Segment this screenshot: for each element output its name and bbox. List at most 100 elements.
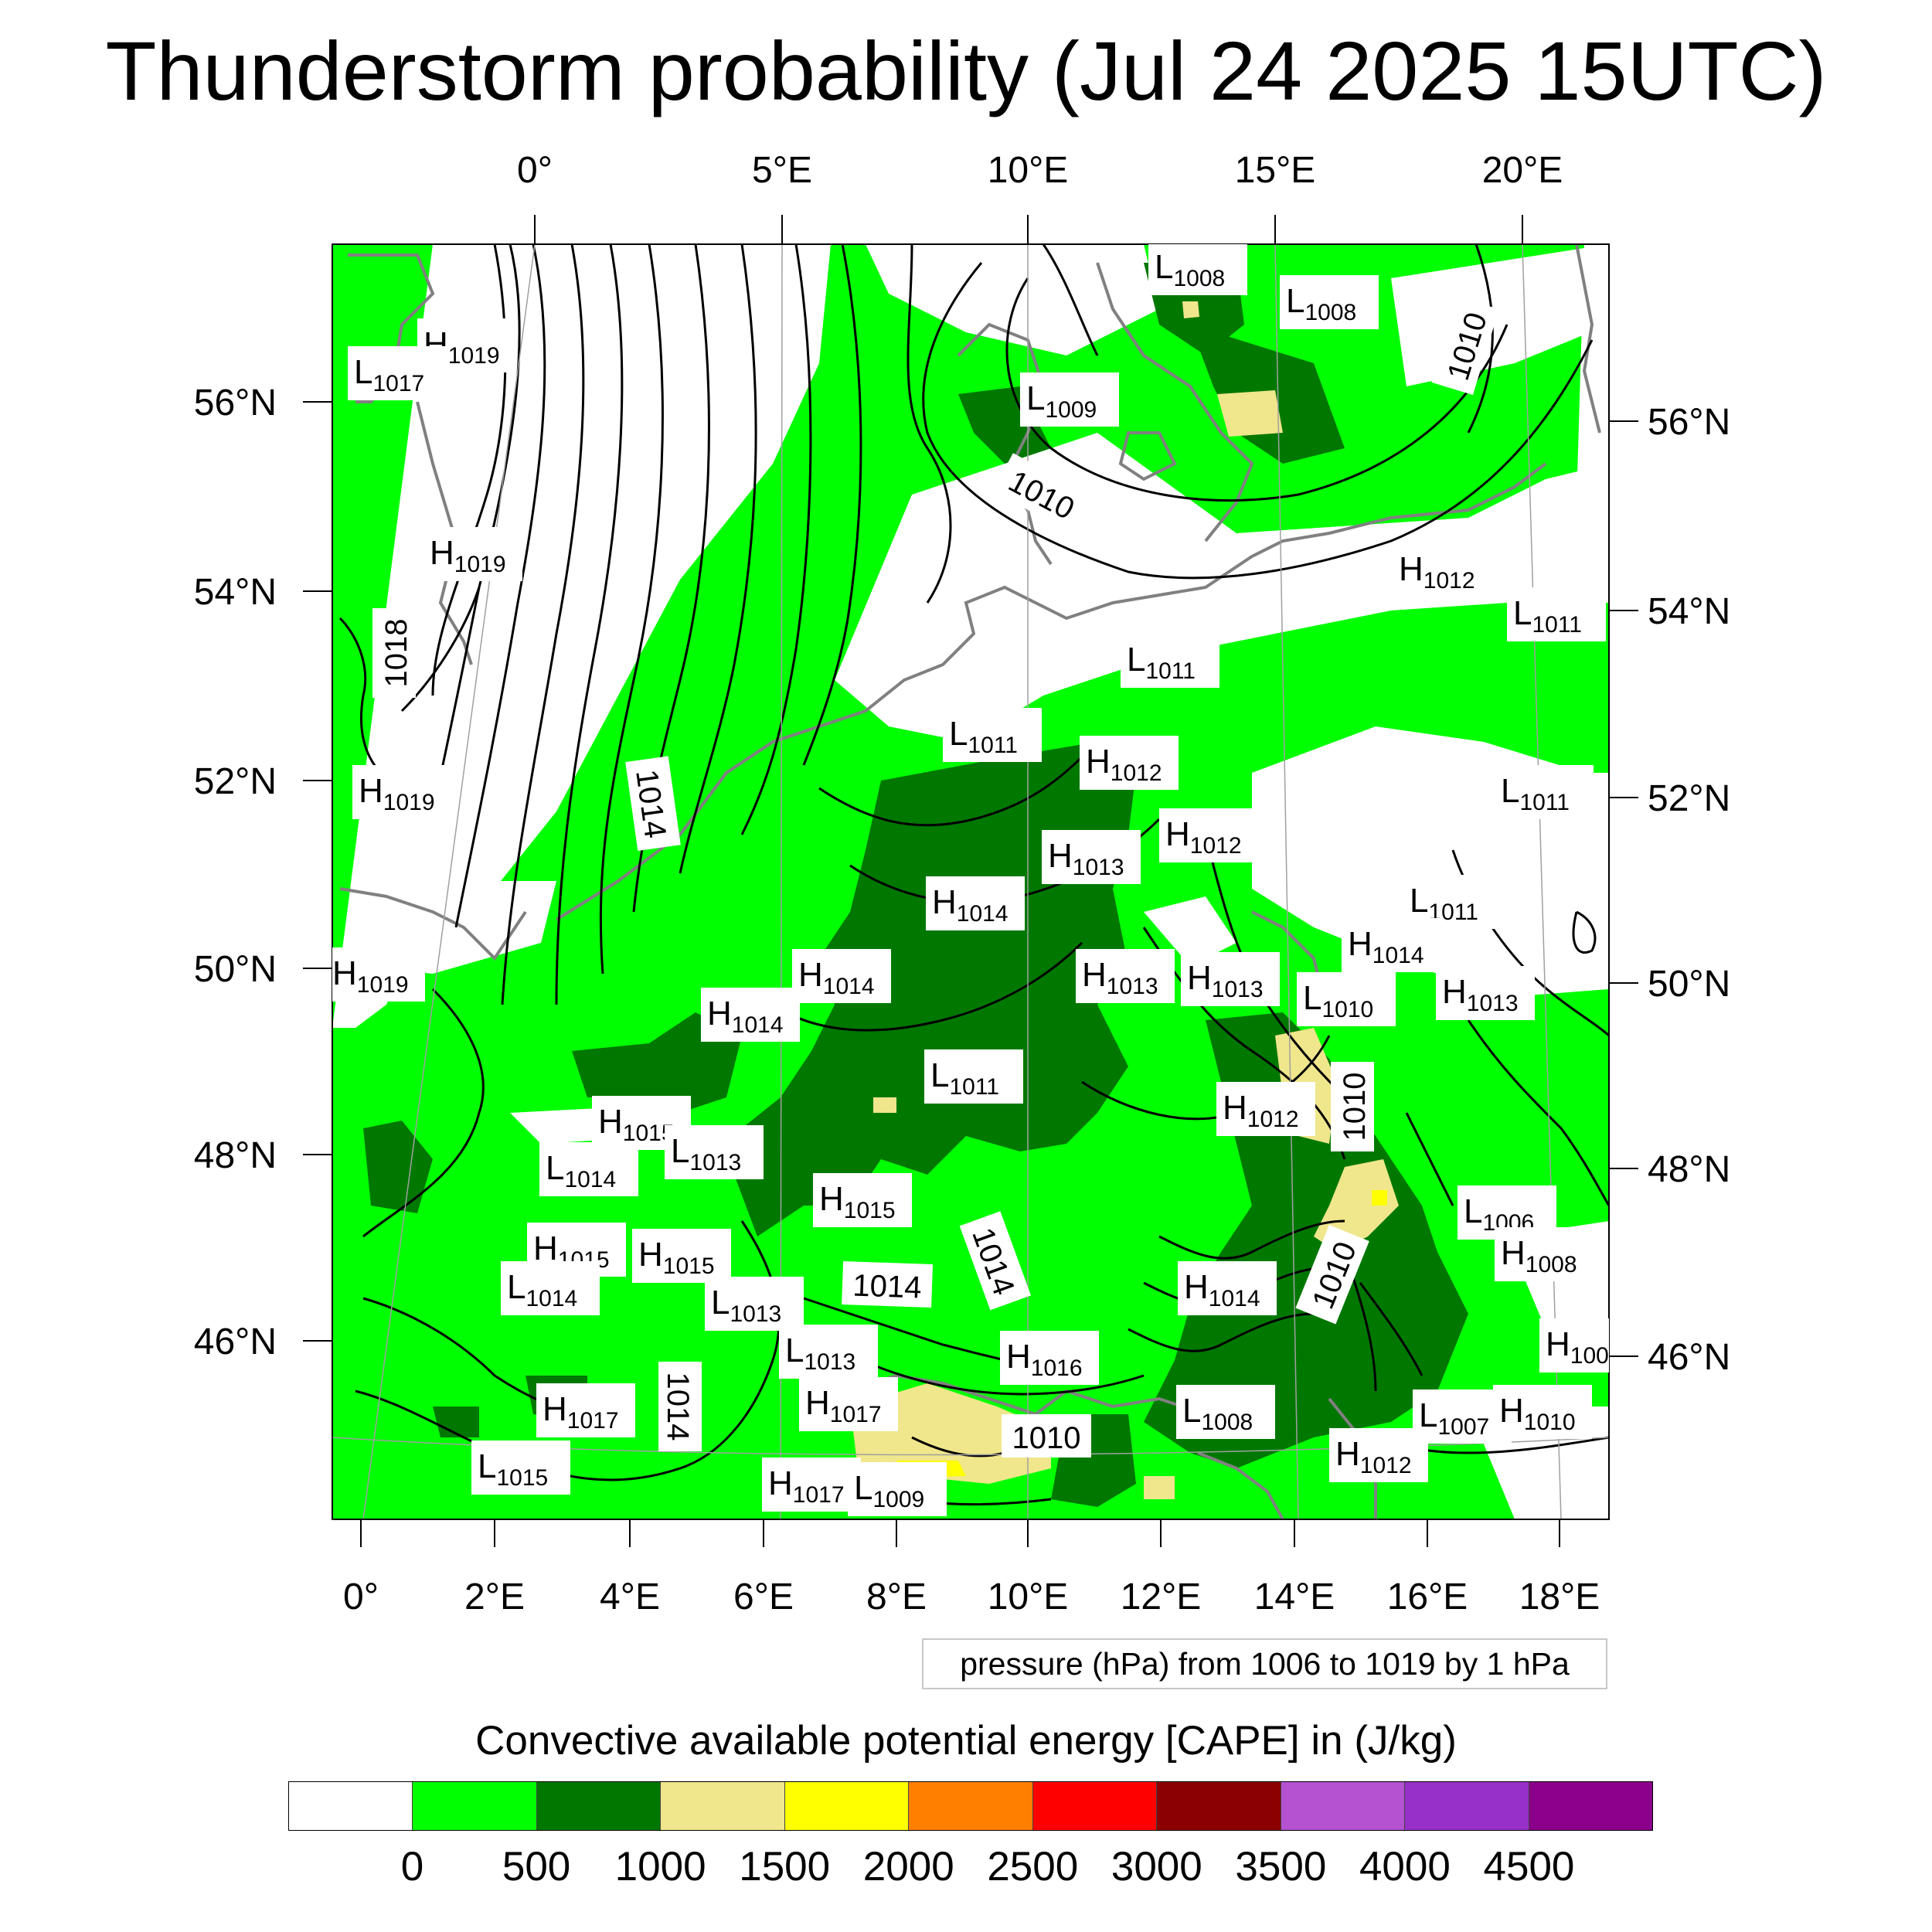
pressure-center-label: H1012 xyxy=(1223,1089,1299,1132)
pressure-center-label: L1008 xyxy=(1182,1392,1253,1435)
pressure-center-label: H1015 xyxy=(638,1236,715,1279)
map-frame xyxy=(332,243,1610,1520)
colorbar-tick-label: 3500 xyxy=(1235,1844,1327,1889)
pressure-center-label: H1008 xyxy=(1501,1234,1577,1277)
high-pressure-center: H1017 xyxy=(762,1458,861,1512)
high-pressure-center: H1014 xyxy=(1178,1261,1277,1315)
colorbar-tick-label: 0 xyxy=(400,1844,424,1889)
left-lat-label: 56°N xyxy=(194,383,277,423)
pressure-center-label: H1014 xyxy=(798,956,875,999)
colorbar-swatch xyxy=(909,1782,1033,1830)
high-pressure-center: H1019 xyxy=(423,527,522,581)
low-pressure-center: L1013 xyxy=(665,1125,764,1179)
isobar-label: 1014 xyxy=(661,1372,695,1441)
pressure-center-label: H1013 xyxy=(1048,837,1124,880)
isobar-label: 1014 xyxy=(852,1268,922,1304)
pressure-center-label: H1014 xyxy=(1348,925,1424,968)
colorbar-tick-label: 1500 xyxy=(739,1844,831,1889)
right-lat-label: 54°N xyxy=(1648,591,1730,632)
pressure-center-label: H1015 xyxy=(533,1230,610,1273)
top-lon-label: 10°E xyxy=(988,150,1069,191)
pressure-center-label: H1016 xyxy=(1006,1338,1083,1381)
colorbar-tick-label: 4000 xyxy=(1359,1844,1451,1889)
right-lat-label: 46°N xyxy=(1648,1337,1730,1378)
pressure-center-label: H100 xyxy=(1546,1325,1609,1369)
high-pressure-center: H1012 xyxy=(1159,808,1258,862)
pressure-center-label: H1017 xyxy=(768,1464,845,1508)
colorbar-tick-label: 500 xyxy=(502,1844,571,1889)
pressure-centers: L1008 L1008 H1019 L1017 L1009 H1019 H1012 L1011… xyxy=(332,244,1609,1516)
pressure-center-label: H1013 xyxy=(1082,956,1158,999)
low-pressure-center: L1009 xyxy=(1020,372,1119,427)
pressure-center-label: L1009 xyxy=(854,1469,924,1512)
colorbar-swatch xyxy=(661,1782,785,1830)
colorbar xyxy=(288,1781,1653,1831)
bottom-lon-labels: 0° 2°E 4°E 6°E 8°E 10°E 12°E 14°E 16°E 1… xyxy=(343,1577,1600,1617)
colorbar-tick-label: 3000 xyxy=(1111,1844,1202,1889)
low-pressure-center: L1008 xyxy=(1148,244,1247,295)
low-pressure-center: L1011 xyxy=(1121,634,1219,688)
pressure-center-label: L1015 xyxy=(478,1447,548,1491)
isobar-label: 1010 xyxy=(1338,1073,1372,1141)
pressure-center-label: L1011 xyxy=(1410,882,1478,925)
low-pressure-center: L1008 xyxy=(1280,275,1379,329)
left-lat-labels: 56°N 54°N 52°N 50°N 48°N 46°N xyxy=(194,383,277,1362)
pressure-center-label: L1010 xyxy=(1303,979,1373,1022)
high-pressure-center: H1013 xyxy=(1076,949,1175,1003)
low-pressure-center: L1015 xyxy=(471,1440,570,1495)
high-pressure-center: H1012 xyxy=(1329,1428,1428,1482)
pressure-center-label: L1011 xyxy=(1501,772,1570,815)
low-pressure-center: L1013 xyxy=(779,1325,878,1379)
bottom-lon-label: 2°E xyxy=(464,1577,525,1617)
colorbar-swatch xyxy=(1157,1782,1281,1830)
high-pressure-center: H100 xyxy=(1539,1318,1609,1372)
colorbar-swatch xyxy=(784,1782,910,1830)
bottom-lon-label: 14°E xyxy=(1254,1577,1335,1617)
pressure-center-label: H1019 xyxy=(359,772,435,815)
isobar-label: 1010 xyxy=(1012,1421,1081,1455)
pressure-center-label: L1013 xyxy=(785,1332,855,1375)
low-pressure-center: L1011 xyxy=(1403,875,1502,929)
pressure-center-label: L1009 xyxy=(1026,379,1097,423)
colorbar-tick-label: 1000 xyxy=(614,1844,706,1889)
pressure-center-label: H1019 xyxy=(430,534,506,577)
high-pressure-center: H1014 xyxy=(926,876,1025,930)
pressure-center-label: H1012 xyxy=(1165,815,1242,859)
axis-ticks xyxy=(303,215,1638,1547)
colorbar-swatch xyxy=(1281,1782,1406,1830)
high-pressure-center: H1012 xyxy=(1080,736,1179,790)
left-lat-label: 50°N xyxy=(194,949,277,990)
low-pressure-center: L1014 xyxy=(539,1142,638,1196)
pressure-center-label: L1011 xyxy=(930,1056,999,1100)
pressure-center-label: H1012 xyxy=(1399,550,1475,594)
pressure-center-label: H1013 xyxy=(1442,973,1519,1016)
low-pressure-center: L1011 xyxy=(943,708,1042,762)
colorbar-swatch xyxy=(1529,1782,1652,1830)
bottom-lon-label: 8°E xyxy=(866,1577,927,1617)
pressure-center-label: H1013 xyxy=(1187,959,1264,1002)
high-pressure-center: H1017 xyxy=(799,1377,898,1431)
high-pressure-center: H1017 xyxy=(536,1383,635,1437)
pressure-center-label: L1008 xyxy=(1286,282,1356,325)
high-pressure-center: H1014 xyxy=(792,949,891,1003)
pressure-center-label: L1014 xyxy=(507,1268,577,1311)
high-pressure-center: H1008 xyxy=(1495,1227,1594,1281)
high-pressure-center: H1013 xyxy=(1042,830,1141,884)
low-pressure-center: L1011 xyxy=(924,1049,1023,1104)
top-lon-label: 5°E xyxy=(752,150,812,191)
left-lat-label: 52°N xyxy=(194,761,277,802)
low-pressure-center: L1017 xyxy=(348,346,447,400)
pressure-center-label: H1010 xyxy=(1499,1392,1576,1435)
right-lat-labels: 56°N 54°N 52°N 50°N 48°N 46°N xyxy=(1648,402,1730,1378)
bottom-lon-label: 18°E xyxy=(1519,1577,1600,1617)
low-pressure-center: L1010 xyxy=(1297,972,1396,1026)
pressure-center-label: L1013 xyxy=(711,1284,781,1327)
pressure-center-label: H1015 xyxy=(819,1180,896,1223)
low-pressure-center: L1011 xyxy=(1507,587,1606,641)
high-pressure-center: H1014 xyxy=(1342,918,1440,972)
pressure-center-label: L1011 xyxy=(949,715,1018,758)
pressure-center-label: H1014 xyxy=(707,995,784,1038)
left-lat-label: 46°N xyxy=(194,1321,277,1362)
right-lat-label: 50°N xyxy=(1648,964,1730,1005)
high-pressure-center: H1012 xyxy=(1216,1082,1315,1136)
